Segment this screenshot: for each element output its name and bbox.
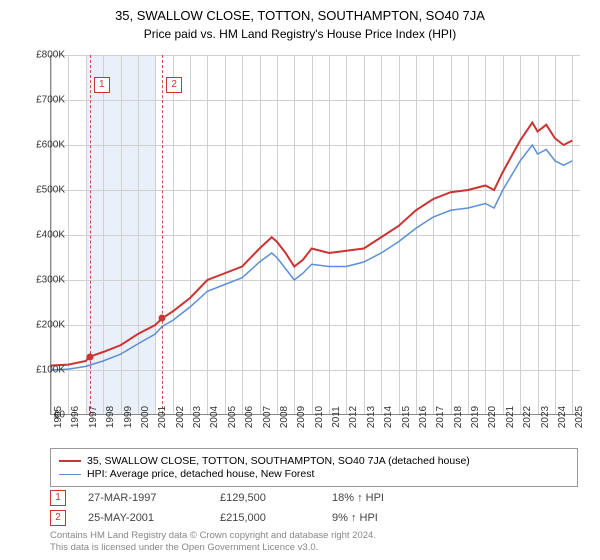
event-vline: [162, 55, 163, 414]
xtick-label: 2023: [540, 406, 551, 428]
xtick-label: 2018: [453, 406, 464, 428]
xtick-label: 2005: [227, 406, 238, 428]
xtick-label: 2017: [435, 406, 446, 428]
transaction-price: £129,500: [220, 492, 310, 504]
xtick-label: 1997: [88, 406, 99, 428]
xtick-label: 2006: [244, 406, 255, 428]
xtick-label: 1998: [105, 406, 116, 428]
series-line: [51, 145, 572, 370]
transaction-price: £215,000: [220, 512, 310, 524]
xtick-label: 2008: [279, 406, 290, 428]
transaction-point-1: [86, 353, 93, 360]
xtick-label: 2024: [557, 406, 568, 428]
xtick-label: 2010: [314, 406, 325, 428]
xtick-label: 2020: [487, 406, 498, 428]
xtick-label: 2001: [157, 406, 168, 428]
transaction-delta: 18% ↑ HPI: [332, 492, 384, 504]
transaction-idx: 2: [50, 510, 66, 526]
ytick-label: £400K: [20, 230, 65, 241]
xtick-label: 2000: [140, 406, 151, 428]
xtick-label: 1996: [70, 406, 81, 428]
chart-plot-area: 12: [50, 55, 580, 415]
transaction-idx: 1: [50, 490, 66, 506]
xtick-label: 2012: [348, 406, 359, 428]
ytick-label: £100K: [20, 365, 65, 376]
legend-swatch: [59, 460, 81, 462]
chart-title: 35, SWALLOW CLOSE, TOTTON, SOUTHAMPTON, …: [0, 0, 600, 23]
xtick-label: 2015: [401, 406, 412, 428]
xtick-label: 2011: [331, 406, 342, 428]
transaction-row: 2 25-MAY-2001 £215,000 9% ↑ HPI: [50, 510, 384, 526]
transaction-date: 25-MAY-2001: [88, 512, 198, 524]
transaction-date: 27-MAR-1997: [88, 492, 198, 504]
event-marker-2: 2: [166, 77, 182, 93]
ytick-label: £800K: [20, 50, 65, 61]
chart-svg: [51, 55, 580, 414]
ytick-label: £600K: [20, 140, 65, 151]
series-line: [51, 123, 572, 366]
transactions-table: 1 27-MAR-1997 £129,500 18% ↑ HPI 2 25-MAY-200…: [50, 490, 384, 530]
legend-label: 35, SWALLOW CLOSE, TOTTON, SOUTHAMPTON, …: [87, 455, 470, 467]
legend-item: HPI: Average price, detached house, New …: [59, 468, 569, 480]
footer-line2: This data is licensed under the Open Gov…: [50, 542, 376, 554]
ytick-label: £300K: [20, 275, 65, 286]
transaction-row: 1 27-MAR-1997 £129,500 18% ↑ HPI: [50, 490, 384, 506]
ytick-label: £500K: [20, 185, 65, 196]
legend-label: HPI: Average price, detached house, New …: [87, 468, 314, 480]
xtick-label: 2025: [574, 406, 585, 428]
xtick-label: 2016: [418, 406, 429, 428]
xtick-label: 2022: [522, 406, 533, 428]
xtick-label: 1999: [123, 406, 134, 428]
xtick-label: 2019: [470, 406, 481, 428]
xtick-label: 2003: [192, 406, 203, 428]
event-marker-1: 1: [94, 77, 110, 93]
xtick-label: 2004: [209, 406, 220, 428]
xtick-label: 2007: [262, 406, 273, 428]
transaction-point-2: [159, 315, 166, 322]
footer-line1: Contains HM Land Registry data © Crown c…: [50, 530, 376, 542]
chart-container: 35, SWALLOW CLOSE, TOTTON, SOUTHAMPTON, …: [0, 0, 600, 560]
ytick-label: £700K: [20, 95, 65, 106]
legend: 35, SWALLOW CLOSE, TOTTON, SOUTHAMPTON, …: [50, 448, 578, 487]
xtick-label: 2014: [383, 406, 394, 428]
transaction-delta: 9% ↑ HPI: [332, 512, 378, 524]
legend-swatch: [59, 474, 81, 475]
xtick-label: 2009: [296, 406, 307, 428]
legend-item: 35, SWALLOW CLOSE, TOTTON, SOUTHAMPTON, …: [59, 455, 569, 467]
footer-text: Contains HM Land Registry data © Crown c…: [50, 530, 376, 554]
ytick-label: £200K: [20, 320, 65, 331]
xtick-label: 2021: [505, 406, 516, 428]
xtick-label: 2013: [366, 406, 377, 428]
xtick-label: 1995: [53, 406, 64, 428]
xtick-label: 2002: [175, 406, 186, 428]
chart-subtitle: Price paid vs. HM Land Registry's House …: [0, 23, 600, 41]
